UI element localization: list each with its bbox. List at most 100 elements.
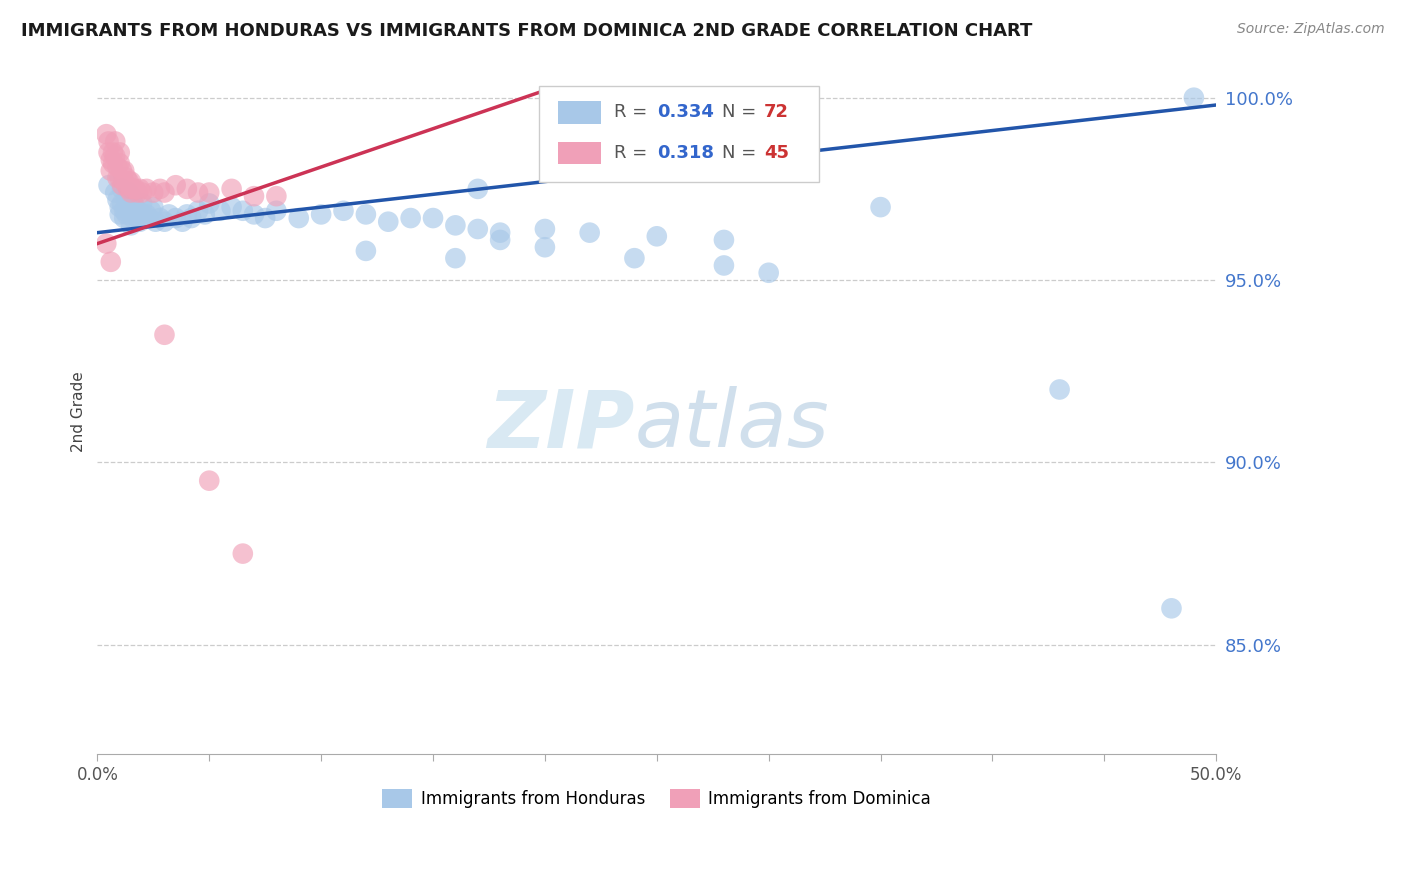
Point bbox=[266, 189, 288, 203]
Point bbox=[713, 259, 735, 273]
Point bbox=[377, 215, 399, 229]
Point bbox=[266, 203, 288, 218]
Point bbox=[149, 211, 172, 225]
Point bbox=[467, 222, 489, 236]
Point bbox=[232, 203, 254, 218]
Point bbox=[131, 196, 153, 211]
Y-axis label: 2nd Grade: 2nd Grade bbox=[72, 371, 86, 451]
Point bbox=[243, 207, 266, 221]
Point bbox=[127, 203, 149, 218]
Text: Source: ZipAtlas.com: Source: ZipAtlas.com bbox=[1237, 22, 1385, 37]
Point bbox=[142, 200, 165, 214]
Point bbox=[112, 175, 135, 189]
Point bbox=[645, 229, 668, 244]
Point bbox=[122, 196, 145, 211]
Point bbox=[149, 182, 172, 196]
Point bbox=[97, 178, 120, 193]
Point bbox=[120, 189, 142, 203]
Point bbox=[108, 145, 131, 160]
Text: R =: R = bbox=[614, 144, 654, 161]
Point bbox=[221, 182, 243, 196]
Point bbox=[118, 200, 141, 214]
Point bbox=[758, 266, 780, 280]
Point bbox=[422, 211, 444, 225]
Point bbox=[96, 236, 118, 251]
Point bbox=[187, 203, 209, 218]
Point bbox=[444, 219, 467, 233]
Point bbox=[194, 207, 217, 221]
Point bbox=[107, 170, 129, 185]
Point bbox=[134, 211, 156, 225]
Text: IMMIGRANTS FROM HONDURAS VS IMMIGRANTS FROM DOMINICA 2ND GRADE CORRELATION CHART: IMMIGRANTS FROM HONDURAS VS IMMIGRANTS F… bbox=[21, 22, 1032, 40]
Point bbox=[115, 193, 138, 207]
Point bbox=[115, 170, 138, 185]
Point bbox=[232, 547, 254, 561]
Point bbox=[128, 215, 150, 229]
Point bbox=[120, 203, 142, 218]
Point bbox=[101, 156, 124, 170]
Point bbox=[131, 207, 153, 221]
Point bbox=[107, 193, 129, 207]
Point bbox=[869, 200, 891, 214]
Point bbox=[153, 215, 176, 229]
Point bbox=[120, 175, 142, 189]
Point bbox=[287, 211, 309, 225]
Text: 0.334: 0.334 bbox=[657, 103, 714, 121]
Point bbox=[115, 207, 138, 221]
Point bbox=[354, 207, 377, 221]
Point bbox=[118, 182, 141, 196]
Point bbox=[309, 207, 332, 221]
Point bbox=[534, 240, 557, 254]
Point bbox=[108, 156, 131, 170]
Point bbox=[111, 196, 134, 211]
Point bbox=[124, 200, 146, 214]
Text: R =: R = bbox=[614, 103, 654, 121]
Point bbox=[332, 203, 354, 218]
Point bbox=[221, 200, 243, 214]
Point bbox=[187, 186, 209, 200]
Point bbox=[243, 189, 266, 203]
Point bbox=[127, 186, 149, 200]
Point bbox=[135, 182, 157, 196]
Text: N =: N = bbox=[721, 103, 762, 121]
Point bbox=[120, 186, 142, 200]
Point bbox=[623, 251, 645, 265]
Text: N =: N = bbox=[721, 144, 762, 161]
Point bbox=[108, 207, 131, 221]
Point bbox=[128, 182, 150, 196]
Point bbox=[489, 226, 512, 240]
Point bbox=[172, 215, 194, 229]
Point bbox=[118, 175, 141, 189]
Point bbox=[111, 163, 134, 178]
Point bbox=[96, 127, 118, 141]
Point bbox=[145, 215, 167, 229]
Point bbox=[534, 222, 557, 236]
Point bbox=[254, 211, 277, 225]
Point bbox=[176, 182, 198, 196]
Point bbox=[198, 474, 221, 488]
Point bbox=[165, 211, 187, 225]
Point bbox=[157, 207, 180, 221]
Point bbox=[115, 178, 138, 193]
Point bbox=[165, 178, 187, 193]
Point bbox=[97, 145, 120, 160]
Text: 45: 45 bbox=[765, 144, 789, 161]
Point bbox=[1182, 91, 1205, 105]
Point bbox=[176, 207, 198, 221]
Point bbox=[153, 327, 176, 342]
Text: atlas: atlas bbox=[634, 386, 830, 464]
Text: ZIP: ZIP bbox=[486, 386, 634, 464]
Point bbox=[118, 186, 141, 200]
Point bbox=[139, 203, 162, 218]
Point bbox=[399, 211, 422, 225]
Point bbox=[124, 182, 146, 196]
Point bbox=[180, 211, 202, 225]
Bar bbox=[558, 142, 600, 164]
Point bbox=[111, 182, 134, 196]
Point bbox=[142, 186, 165, 200]
FancyBboxPatch shape bbox=[540, 86, 820, 182]
Point bbox=[100, 163, 122, 178]
Point bbox=[112, 211, 135, 225]
Point bbox=[112, 163, 135, 178]
Point bbox=[578, 226, 600, 240]
